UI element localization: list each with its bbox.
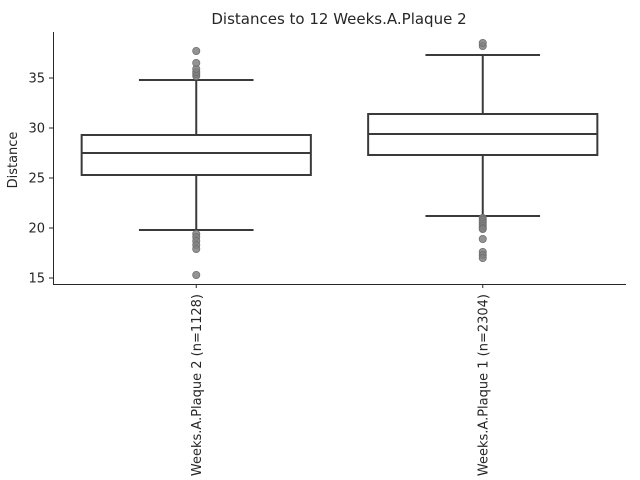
x-tick-label: 12 Weeks.A.Plaque 2 (n=1128) (190, 294, 205, 480)
outlier-point (478, 224, 487, 233)
iqr-box (80, 134, 312, 176)
outlier-point (192, 59, 201, 68)
outlier-point (192, 47, 201, 56)
y-tick-label: 20 (28, 222, 45, 237)
y-tick-label: 15 (28, 272, 45, 287)
outlier-point (192, 270, 201, 279)
x-tick-label: 12 Weeks.A.Plaque 1 (n=2304) (476, 294, 491, 480)
outlier-point (478, 253, 487, 262)
y-tick-label: 30 (28, 122, 45, 137)
y-axis-label: Distance (6, 132, 21, 189)
y-tick-label: 35 (28, 72, 45, 87)
outlier-point (192, 244, 201, 253)
outlier-point (478, 39, 487, 48)
y-tick-label: 25 (28, 172, 45, 187)
outlier-point (478, 234, 487, 243)
chart-title: Distances to 12 Weeks.A.Plaque 2 (211, 10, 466, 28)
